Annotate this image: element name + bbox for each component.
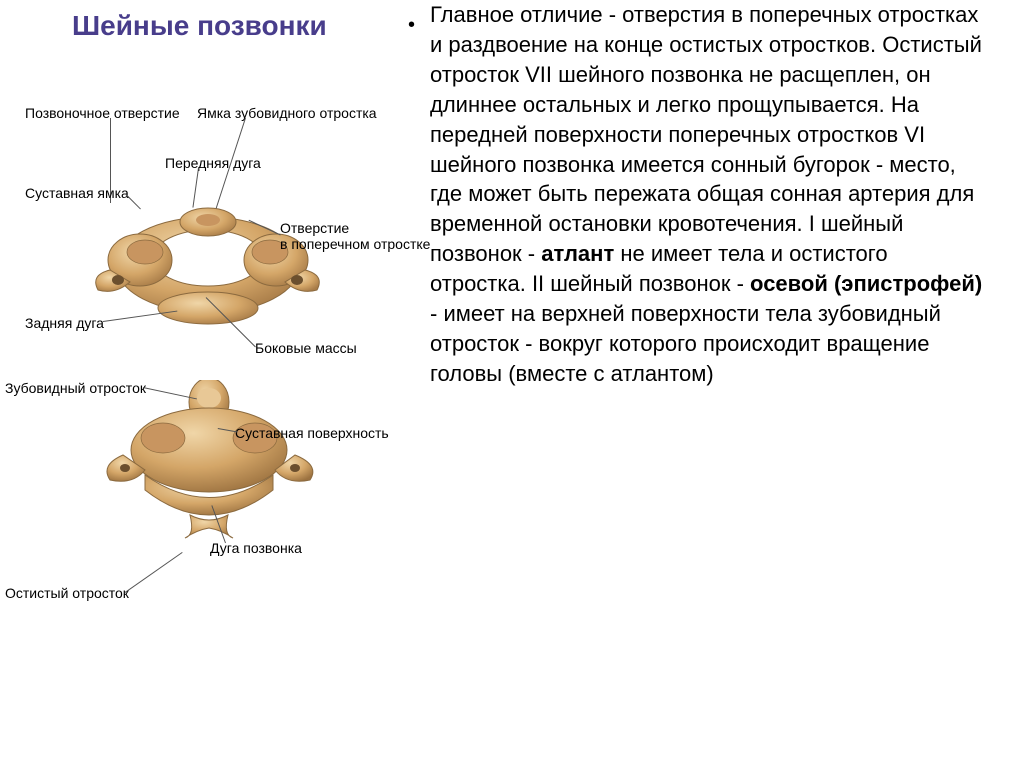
label-ostisty-otrostok: Остистый отросток [5,585,129,602]
label-duga-pozvonka: Дуга позвонка [210,540,302,557]
label-otverstie-b: в поперечном отростке [280,236,430,253]
para-3: - имеет на верхней поверхности тела зубо… [430,301,941,386]
label-pozvonochnoe-otverstie: Позвоночное отверстие [25,105,180,122]
label-yamka-zubovidnogo: Ямка зубовидного отростка [197,105,377,122]
para-1: Главное отличие - отверстия в поперечных… [430,2,982,266]
page-title: Шейные позвонки [72,8,327,43]
label-zadnyaya-duga: Задняя дуга [25,315,104,332]
label-bokovye-massy: Боковые массы [255,340,357,357]
body-paragraph: Главное отличие - отверстия в поперечных… [430,0,985,389]
vertebra-diagram: Позвоночное отверстие Ямка зубовидного о… [25,105,390,635]
label-sustavnaya-poverhnost: Суставная поверхность [235,425,389,442]
label-sustavnaya-yamka: Суставная ямка [25,185,129,202]
label-perednyaya-duga: Передняя дуга [165,155,261,172]
bold-1: атлант [541,241,614,266]
label-zubovidny-otrostok: Зубовидный отросток [5,380,146,397]
label-otverstie-a: Отверстие [280,220,349,237]
bullet-marker: • [408,14,415,37]
axis-vertebra [95,380,330,545]
bold-2: осевой (эпистрофей) [750,271,982,296]
